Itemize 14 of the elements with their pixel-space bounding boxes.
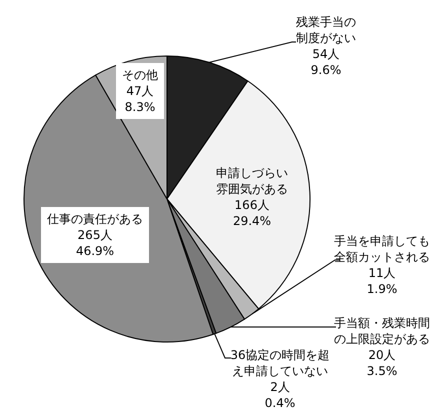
data-label: 265人 46.9% (76, 228, 114, 258)
slice-label: 36協定の時間を超え申請していない (230, 348, 330, 378)
data-label: 166人 29.4% (232, 198, 272, 228)
slice-label: 仕事の責任がある (46, 212, 143, 226)
data-label: 2人 0.4% (264, 380, 296, 410)
data-label: 20人 3.5% (366, 348, 398, 378)
data-label: 54人 9.6% (310, 47, 342, 77)
slice-label: その他 (122, 68, 158, 82)
slice-label: 手当額・残業時間の上限設定がある (334, 316, 430, 346)
slice-label: 申請しづらい雰囲気がある (216, 166, 288, 196)
slice-label: 手当を申請しても全額カットされる (334, 234, 430, 264)
data-label: 47人 8.3% (124, 84, 156, 114)
data-label: 11人 1.9% (366, 266, 398, 296)
slice-label: 残業手当の制度がない (296, 15, 356, 45)
